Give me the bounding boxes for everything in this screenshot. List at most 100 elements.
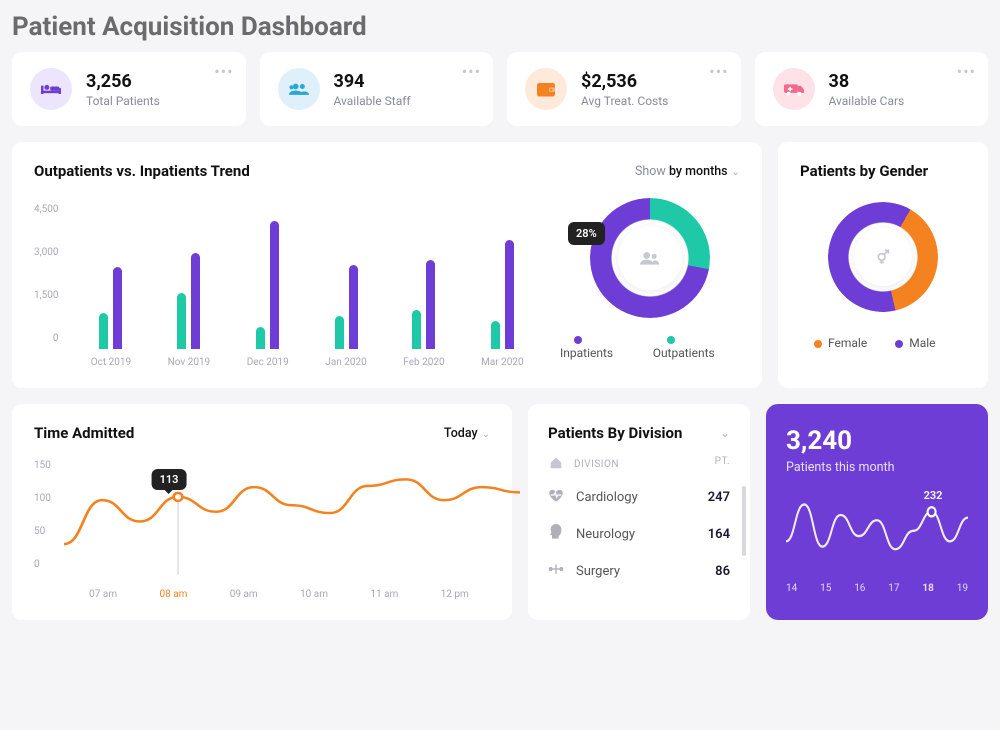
bar-inpatients (191, 253, 200, 349)
stat-value: 394 (334, 71, 411, 92)
gender-title: Patients by Gender (800, 162, 966, 180)
wallet-icon (525, 68, 567, 110)
more-icon[interactable]: ••• (214, 62, 233, 81)
stat-label: Avg Treat. Costs (581, 94, 668, 108)
division-row[interactable]: Cardiology 247 (528, 479, 750, 515)
bar-label: Oct 2019 (91, 357, 131, 368)
trend-donut: 28% (590, 198, 710, 318)
bar-label: Nov 2019 (168, 357, 211, 368)
division-value: 86 (715, 564, 730, 579)
ambulance-icon (773, 68, 815, 110)
time-card: Time Admitted Today⌄ 150100500 113 07 am… (12, 404, 512, 620)
stat-value: $2,536 (581, 71, 668, 92)
month-point-label: 232 (924, 489, 943, 502)
gender-card: Patients by Gender Female Male (778, 142, 988, 388)
page-title: Patient Acquisition Dashboard (12, 12, 988, 42)
trend-selector-prefix: Show (635, 164, 669, 179)
more-icon[interactable]: ••• (709, 62, 728, 81)
division-card: Patients By Division ⌄ DIVISION PT. Card… (528, 404, 750, 620)
trend-legend: Inpatients Outpatients (560, 332, 740, 360)
stat-card: ••• 394 Available Staff (260, 52, 494, 126)
x-axis-label: 09 am (230, 589, 258, 600)
bar-inpatients (113, 267, 122, 349)
division-name: Surgery (576, 564, 620, 579)
chevron-down-icon: ⌄ (482, 429, 490, 440)
time-tooltip: 113 (152, 469, 187, 490)
time-line-chart: 150100500 113 07 am08 am09 am10 am11 am1… (34, 460, 490, 600)
bar-inpatients (505, 240, 514, 349)
division-row[interactable]: Neurology 164 (528, 515, 750, 553)
legend-item: Female (800, 336, 867, 350)
x-axis-label: 07 am (89, 589, 117, 600)
division-columns-header: DIVISION PT. (528, 456, 750, 479)
trend-title: Outpatients vs. Inpatients Trend (34, 162, 250, 180)
trend-y-axis: 4,5003,0001,5000 (34, 204, 64, 344)
bar-outpatients (335, 316, 344, 349)
bar-label: Dec 2019 (247, 357, 289, 368)
x-axis-label: 18 (922, 583, 933, 594)
bar-label: Mar 2020 (481, 357, 524, 368)
home-icon (548, 456, 564, 473)
chevron-down-icon: ⌄ (732, 167, 740, 178)
head-icon (548, 524, 564, 544)
month-value: 3,240 (786, 426, 968, 456)
bed-icon (30, 68, 72, 110)
x-axis-label: 14 (786, 583, 797, 594)
bar-outpatients (256, 327, 265, 349)
scrollbar[interactable] (742, 486, 746, 556)
stat-value: 3,256 (86, 71, 160, 92)
bar-label: Jan 2020 (325, 357, 366, 368)
gender-donut (828, 202, 938, 312)
bar-outpatients (412, 310, 421, 349)
division-value: 247 (708, 490, 730, 505)
bar-inpatients (349, 265, 358, 349)
chevron-down-icon[interactable]: ⌄ (720, 426, 730, 440)
users-icon (278, 68, 320, 110)
gender-icon (854, 228, 912, 286)
trend-card: Outpatients vs. Inpatients Trend Show by… (12, 142, 762, 388)
more-icon[interactable]: ••• (957, 62, 976, 81)
more-icon[interactable]: ••• (462, 62, 481, 81)
division-name: Neurology (576, 527, 635, 542)
x-axis-label: 15 (820, 583, 831, 594)
stat-label: Total Patients (86, 94, 160, 108)
scalpel-icon (548, 562, 564, 580)
bar-inpatients (426, 260, 435, 349)
month-line-chart: 232 (786, 493, 968, 573)
stat-card: ••• 3,256 Total Patients (12, 52, 246, 126)
bar-group: Jan 2020 (325, 265, 366, 368)
trend-bars: Oct 2019 Nov 2019 Dec 2019 Jan 2020 Feb … (72, 198, 542, 368)
bar-group: Nov 2019 (168, 253, 211, 368)
heart-icon (548, 488, 564, 506)
time-title: Time Admitted (34, 424, 134, 442)
month-card: 3,240 Patients this month 232 1415161718… (766, 404, 988, 620)
legend-item: Inpatients (560, 332, 639, 360)
bar-group: Feb 2020 (403, 260, 444, 368)
donut-percent-badge: 28% (568, 222, 605, 245)
bar-inpatients (270, 221, 279, 349)
division-row[interactable]: Surgery 86 (528, 553, 750, 589)
x-axis-label: 17 (888, 583, 899, 594)
stat-card: ••• $2,536 Avg Treat. Costs (507, 52, 741, 126)
month-label: Patients this month (786, 460, 968, 475)
stats-row: ••• 3,256 Total Patients ••• 394 Availab… (12, 52, 988, 126)
stat-value: 38 (829, 71, 905, 92)
bar-outpatients (177, 293, 186, 349)
division-value: 164 (708, 527, 730, 542)
x-axis-label: 10 am (300, 589, 328, 600)
stat-label: Available Cars (829, 94, 905, 108)
users-icon (618, 226, 682, 290)
trend-selector-value: by months (669, 164, 728, 179)
time-period-selector[interactable]: Today ⌄ (444, 426, 490, 441)
x-axis-label: 12 pm (441, 589, 469, 600)
bar-group: Dec 2019 (247, 221, 289, 368)
bar-group: Mar 2020 (481, 240, 524, 368)
legend-item: Outpatients (653, 332, 740, 360)
trend-period-selector[interactable]: Show by months ⌄ (635, 164, 740, 179)
trend-bar-chart: 4,5003,0001,5000 Oct 2019 Nov 2019 Dec 2… (34, 198, 542, 368)
bar-outpatients (99, 313, 108, 349)
stat-label: Available Staff (334, 94, 411, 108)
division-name: Cardiology (576, 490, 638, 505)
time-selector-value: Today (444, 426, 478, 441)
legend-item: Male (881, 336, 935, 350)
